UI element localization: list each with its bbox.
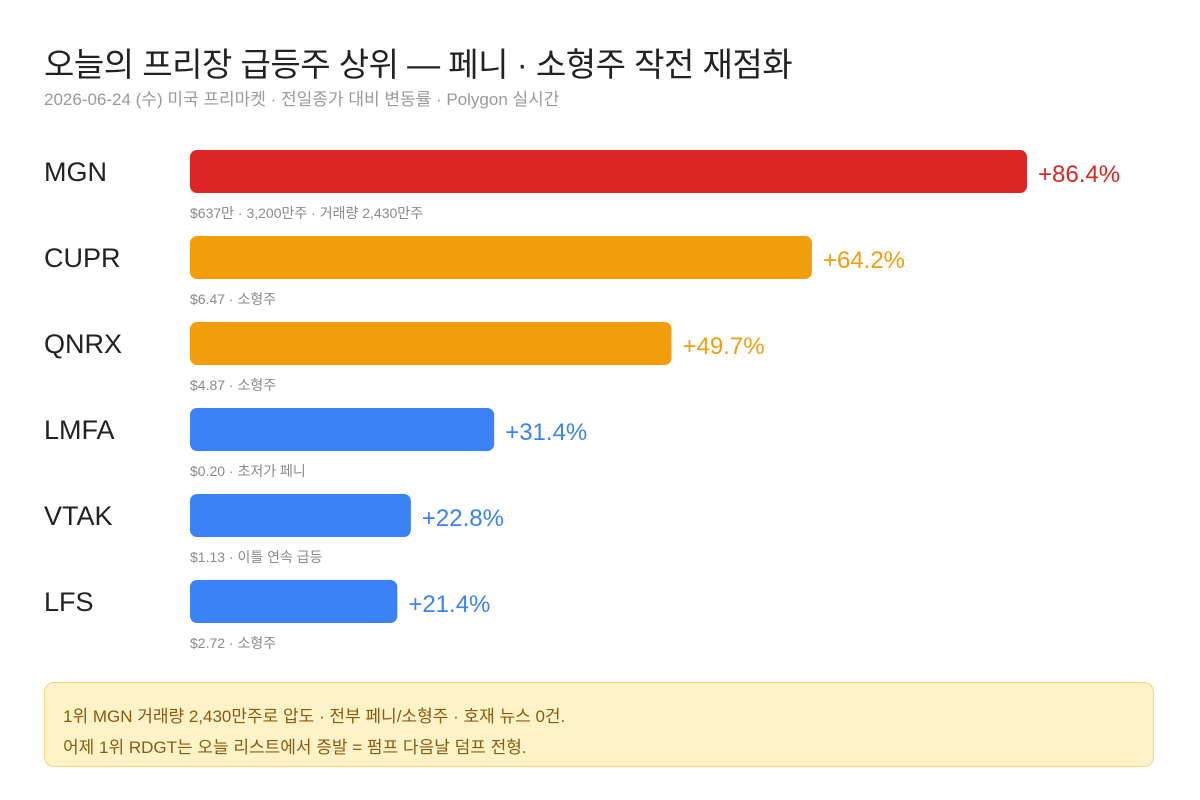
category-label: LMFA — [44, 415, 115, 445]
category-label: LFS — [44, 587, 94, 617]
value-label: +64.2% — [823, 247, 905, 274]
chart-title: 오늘의 프리장 급등주 상위 — 페니 · 소형주 작전 재점화 — [44, 46, 793, 83]
value-label: +31.4% — [505, 419, 587, 446]
category-label: VTAK — [44, 501, 113, 531]
bar — [190, 236, 812, 279]
bar — [190, 580, 398, 623]
value-label: +22.8% — [422, 505, 504, 532]
bar — [190, 150, 1027, 193]
value-label: +86.4% — [1038, 161, 1120, 188]
category-label: MGN — [44, 157, 107, 187]
category-label: CUPR — [44, 243, 121, 273]
bar — [190, 408, 495, 451]
summary-note-line-2: 어제 1위 RDGT는 오늘 리스트에서 증발 = 펌프 다음날 덤프 전형. — [63, 738, 527, 757]
bar-sublabel: $637만 · 3,200만주 · 거래량 2,430만주 — [190, 205, 423, 221]
summary-note-line-1: 1위 MGN 거래량 2,430만주로 압도 · 전부 페니/소형주 · 호재 … — [63, 707, 566, 726]
bar-sublabel: $1.13 · 이틀 연속 급등 — [190, 549, 323, 565]
summary-note: 1위 MGN 거래량 2,430만주로 압도 · 전부 페니/소형주 · 호재 … — [44, 682, 1154, 767]
chart-subtitle: 2026-06-24 (수) 미국 프리마켓 · 전일종가 대비 변동률 · P… — [44, 90, 560, 109]
value-label: +49.7% — [682, 333, 764, 360]
bar-sublabel: $0.20 · 초저가 페니 — [190, 463, 306, 479]
value-label: +21.4% — [408, 591, 490, 618]
bar — [190, 322, 672, 365]
bar-sublabel: $2.72 · 소형주 — [190, 635, 276, 651]
bar-sublabel: $4.87 · 소형주 — [190, 377, 276, 393]
bar-sublabel: $6.47 · 소형주 — [190, 291, 276, 307]
bar — [190, 494, 411, 537]
category-label: QNRX — [44, 329, 122, 359]
